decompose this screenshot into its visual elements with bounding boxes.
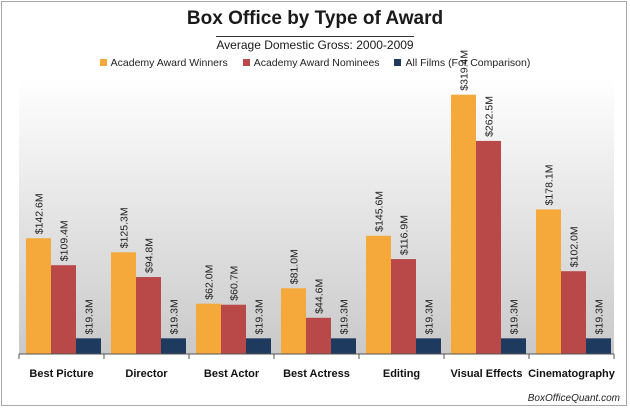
category-label-2: Best Actor bbox=[204, 368, 260, 380]
legend-swatch-all-films bbox=[394, 59, 402, 66]
data-label-winners-5: $319.4M bbox=[459, 50, 471, 91]
data-label-nominees-6: $102.0M bbox=[569, 226, 581, 267]
bar-all-films-5 bbox=[501, 338, 526, 354]
legend-item-all-films: All Films (For Comparison) bbox=[394, 57, 530, 69]
data-label-all-films-4: $19.3M bbox=[424, 299, 436, 334]
legend-swatch-nominees bbox=[242, 59, 250, 66]
category-label-6: Cinematography bbox=[528, 368, 616, 380]
legend-label-nominees: Academy Award Nominees bbox=[253, 57, 380, 69]
data-label-winners-2: $62.0M bbox=[204, 265, 216, 300]
data-label-nominees-5: $262.5M bbox=[484, 96, 496, 137]
legend-item-winners: Academy Award Winners bbox=[99, 57, 228, 69]
data-label-winners-3: $81.0M bbox=[289, 249, 301, 284]
data-label-nominees-1: $94.8M bbox=[144, 238, 156, 273]
bar-nominees-3 bbox=[306, 317, 331, 354]
data-label-nominees-0: $109.4M bbox=[59, 220, 71, 261]
bar-all-films-6 bbox=[586, 338, 611, 354]
bar-all-films-2 bbox=[246, 338, 271, 354]
bar-winners-1 bbox=[111, 252, 136, 354]
bar-all-films-0 bbox=[76, 338, 101, 354]
data-label-all-films-2: $19.3M bbox=[254, 299, 266, 334]
bar-winners-0 bbox=[26, 238, 51, 354]
bar-winners-2 bbox=[196, 303, 221, 354]
bar-winners-6 bbox=[536, 209, 561, 354]
bar-all-films-4 bbox=[416, 338, 441, 354]
data-label-all-films-5: $19.3M bbox=[509, 299, 521, 334]
legend-label-winners: Academy Award Winners bbox=[110, 57, 228, 69]
data-label-winners-6: $178.1M bbox=[544, 165, 556, 206]
source-credit: BoxOfficeQuant.com bbox=[527, 393, 620, 404]
bar-nominees-0 bbox=[51, 265, 76, 354]
category-label-3: Best Actress bbox=[283, 368, 350, 380]
data-label-winners-0: $142.6M bbox=[34, 193, 46, 234]
category-label-1: Director bbox=[125, 368, 168, 380]
legend-swatch-winners bbox=[99, 59, 107, 66]
bar-all-films-1 bbox=[161, 338, 186, 354]
bar-nominees-6 bbox=[561, 271, 586, 354]
data-label-winners-4: $145.6M bbox=[374, 191, 386, 232]
chart-title: Box Office by Type of Award bbox=[186, 8, 444, 29]
data-label-nominees-2: $60.7M bbox=[229, 266, 241, 301]
bar-nominees-2 bbox=[221, 304, 246, 354]
data-label-all-films-0: $19.3M bbox=[84, 299, 96, 334]
bar-winners-3 bbox=[281, 288, 306, 354]
data-label-nominees-4: $116.9M bbox=[399, 215, 411, 255]
legend-label-all-films: All Films (For Comparison) bbox=[405, 57, 531, 69]
bar-nominees-1 bbox=[136, 277, 161, 354]
chart-subtitle: Average Domestic Gross: 2000-2009 bbox=[216, 36, 414, 52]
bar-winners-4 bbox=[366, 235, 391, 354]
legend-item-nominees: Academy Award Nominees bbox=[242, 57, 380, 69]
category-label-5: Visual Effects bbox=[451, 368, 523, 380]
category-label-0: Best Picture bbox=[29, 368, 93, 380]
data-label-all-films-1: $19.3M bbox=[169, 299, 181, 334]
data-label-all-films-6: $19.3M bbox=[594, 299, 606, 334]
bar-winners-5 bbox=[451, 94, 476, 354]
bar-nominees-5 bbox=[476, 140, 501, 354]
data-label-nominees-3: $44.6M bbox=[314, 279, 326, 314]
chart-legend: Academy Award Winners Academy Award Nomi… bbox=[2, 57, 628, 69]
data-label-winners-1: $125.3M bbox=[119, 207, 131, 248]
bar-nominees-4 bbox=[391, 259, 416, 354]
category-label-4: Editing bbox=[383, 368, 420, 380]
data-label-all-films-3: $19.3M bbox=[339, 299, 351, 334]
bar-all-films-3 bbox=[331, 338, 356, 354]
